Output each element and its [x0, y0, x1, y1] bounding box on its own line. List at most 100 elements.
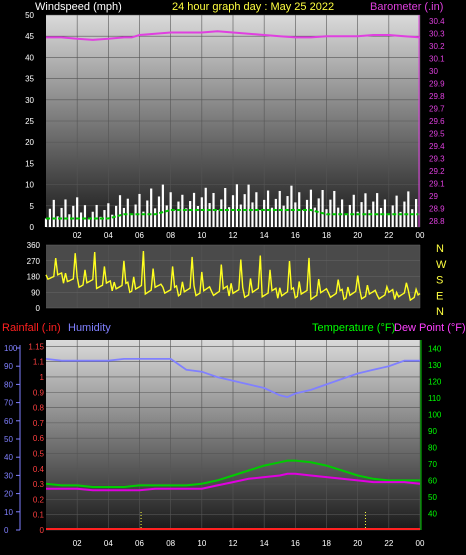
rain-tick-label: 1.1: [33, 358, 45, 367]
wind-tick-label: 25: [25, 117, 34, 126]
rain-tick-label: 0.2: [33, 495, 45, 504]
baro-tick-label: 29.5: [429, 129, 445, 138]
wind-tick-label: 0: [30, 223, 35, 232]
baro-tick-label: 29.4: [429, 142, 445, 151]
wind-tick-label: 30: [25, 96, 34, 105]
barometer-line: [46, 30, 421, 41]
temperature-tick-label: 70: [428, 460, 437, 469]
wind-tick-label: 10: [25, 181, 34, 190]
baro-tick-label: 29.1: [429, 179, 445, 188]
x-tick-label-bottom: 16: [291, 539, 300, 548]
rain-tick-label: 0.6: [33, 434, 45, 443]
x-tick-label-top: 20: [353, 231, 362, 240]
wind-tick-label: 20: [25, 138, 34, 147]
humidity-tick-label: 0: [4, 526, 9, 535]
temperature-tick-label: 100: [428, 410, 442, 419]
temperature-axis-label: Temperature (°F): [312, 322, 395, 334]
direction-tick-label: 180: [27, 273, 41, 282]
baro-tick-label: 29.3: [429, 154, 445, 163]
humidity-tick-label: 60: [4, 417, 13, 426]
baro-tick-label: 30.1: [429, 55, 445, 64]
humidity-axis-label: Humidity: [68, 322, 111, 334]
x-tick-label-top: 22: [384, 231, 393, 240]
wind-tick-label: 15: [25, 159, 34, 168]
x-tick-label-bottom: 14: [260, 539, 269, 548]
windspeed-axis-label: Windspeed (mph): [35, 1, 122, 13]
temperature-tick-label: 130: [428, 361, 442, 370]
humidity-tick-label: 20: [4, 490, 13, 499]
rain-tick-label: 0.8: [33, 404, 45, 413]
wind-average-line: [46, 209, 420, 220]
x-tick-label-top: 10: [197, 231, 206, 240]
chart-title: 24 hour graph day : May 25 2022: [172, 1, 334, 13]
x-tick-label-top: 18: [322, 231, 331, 240]
x-tick-label-bottom: 06: [135, 539, 144, 548]
humidity-tick-label: 40: [4, 453, 13, 462]
x-tick-label-top: 06: [135, 231, 144, 240]
x-tick-label-top: 16: [291, 231, 300, 240]
x-tick-label-top: 12: [229, 231, 238, 240]
x-tick-label-bottom: 00: [416, 539, 425, 548]
humidity-tick-label: 100: [4, 344, 18, 353]
rainfall-axis-label: Rainfall (.in): [2, 322, 61, 334]
x-tick-label-top: 08: [166, 231, 175, 240]
humidity-tick-label: 90: [4, 362, 13, 371]
wind-tick-label: 50: [25, 11, 34, 20]
x-tick-label-bottom: 20: [353, 539, 362, 548]
direction-compass-label: N: [436, 306, 444, 318]
rain-tick-label: 0.9: [33, 388, 45, 397]
rain-tick-label: 0.1: [33, 511, 45, 520]
wind-tick-label: 5: [30, 202, 35, 211]
temperature-tick-label: 40: [428, 509, 437, 518]
humidity-tick-label: 70: [4, 399, 13, 408]
temperature-tick-label: 90: [428, 427, 437, 436]
x-tick-label-bottom: 04: [104, 539, 113, 548]
temperature-tick-label: 50: [428, 493, 437, 502]
baro-tick-label: 29.2: [429, 167, 445, 176]
wind-direction-trace: [45, 250, 421, 302]
direction-compass-label: E: [436, 290, 443, 302]
dewpoint-axis-label: Dew Point (°F): [394, 322, 466, 334]
humidity-tick-label: 10: [4, 508, 13, 517]
x-tick-label-top: 00: [416, 231, 425, 240]
rain-tick-label: 0.7: [33, 419, 45, 428]
humidity-tick-label: 50: [4, 435, 13, 444]
direction-tick-label: 90: [31, 288, 40, 297]
grid-lines: [46, 14, 421, 531]
temperature-line: [45, 459, 420, 488]
baro-tick-label: 28.9: [429, 204, 445, 213]
baro-tick-label: 29.8: [429, 92, 445, 101]
baro-tick-label: 29.9: [429, 80, 445, 89]
temperature-tick-label: 120: [428, 377, 442, 386]
baro-tick-label: 29.7: [429, 105, 445, 114]
direction-compass-label: S: [436, 275, 443, 287]
baro-tick-label: 29: [429, 192, 438, 201]
x-tick-label-bottom: 10: [197, 539, 206, 548]
temperature-tick-label: 80: [428, 443, 437, 452]
rain-tick-label: 0.4: [33, 465, 45, 474]
humidity-tick-label: 30: [4, 471, 13, 480]
chart-marks: [44, 30, 421, 530]
rain-tick-label: 1: [40, 373, 45, 382]
x-tick-label-top: 02: [73, 231, 82, 240]
direction-compass-label: N: [436, 243, 444, 255]
baro-tick-label: 30.3: [429, 30, 445, 39]
dewpoint-line: [46, 472, 421, 492]
baro-tick-label: 30.2: [429, 42, 445, 51]
rain-tick-label: 0.5: [33, 449, 45, 458]
direction-tick-label: 270: [27, 257, 41, 266]
direction-tick-label: 0: [36, 304, 41, 313]
rain-tick-label: 0.3: [33, 480, 45, 489]
x-tick-label-top: 04: [104, 231, 113, 240]
humidity-line: [45, 358, 420, 399]
baro-tick-label: 29.6: [429, 117, 445, 126]
baro-tick-label: 30.4: [429, 17, 445, 26]
temperature-tick-label: 60: [428, 476, 437, 485]
wind-tick-label: 40: [25, 53, 34, 62]
rain-tick-label: 1.15: [28, 342, 44, 351]
temperature-tick-label: 110: [428, 394, 441, 403]
barometer-axis-label: Barometer (.in): [370, 1, 443, 13]
x-tick-label-top: 14: [260, 231, 269, 240]
x-tick-label-bottom: 18: [322, 539, 331, 548]
x-tick-label-bottom: 02: [73, 539, 82, 548]
